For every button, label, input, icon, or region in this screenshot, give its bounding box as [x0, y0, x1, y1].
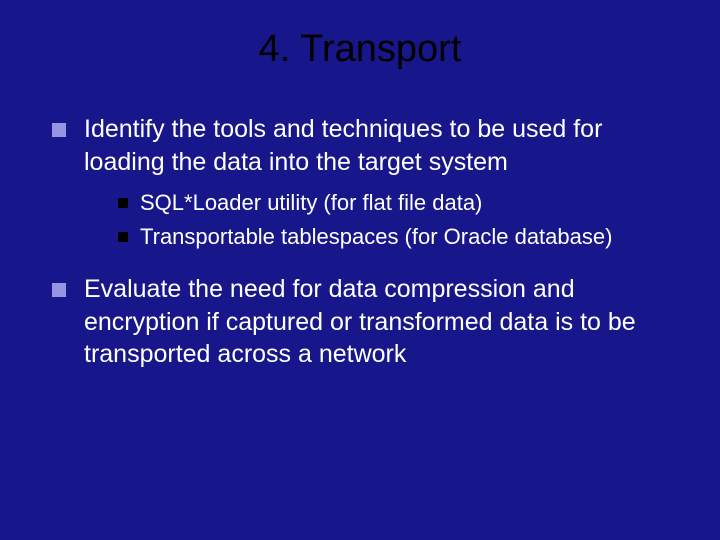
slide-title: 4. Transport	[40, 28, 680, 71]
slide: 4. Transport Identify the tools and tech…	[0, 0, 720, 540]
sub-bullet-text: Transportable tablespaces (for Oracle da…	[140, 222, 612, 252]
main-bullet: Identify the tools and techniques to be …	[52, 113, 680, 178]
main-bullet: Evaluate the need for data compression a…	[52, 273, 680, 371]
sub-bullet-text: SQL*Loader utility (for flat file data)	[140, 188, 482, 218]
bullet-text: Identify the tools and techniques to be …	[84, 113, 680, 178]
square-bullet-icon	[118, 232, 128, 242]
sub-bullet-list: SQL*Loader utility (for flat file data) …	[118, 188, 680, 251]
square-bullet-icon	[118, 198, 128, 208]
sub-bullet: SQL*Loader utility (for flat file data)	[118, 188, 680, 218]
bullet-text: Evaluate the need for data compression a…	[84, 273, 680, 371]
square-bullet-icon	[52, 283, 66, 297]
sub-bullet: Transportable tablespaces (for Oracle da…	[118, 222, 680, 252]
square-bullet-icon	[52, 123, 66, 137]
